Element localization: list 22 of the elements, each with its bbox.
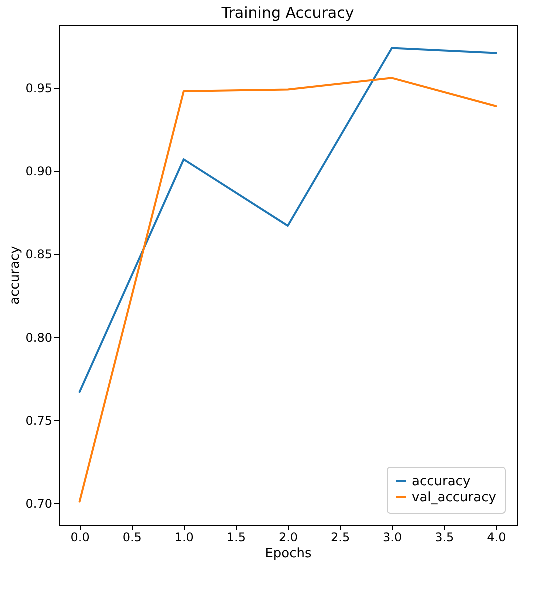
y-tick-label: 0.85 (26, 248, 52, 262)
chart-title: Training Accuracy (220, 4, 354, 22)
y-tick-label: 0.90 (26, 164, 52, 179)
x-tick-label: 2.5 (331, 530, 350, 544)
y-axis-title: accuracy (8, 246, 23, 305)
x-tick-label: 1.0 (174, 530, 194, 544)
x-tick-label: 3.0 (383, 530, 402, 544)
x-axis-title: Epochs (265, 546, 312, 562)
y-tick-label: 0.80 (26, 330, 52, 345)
x-tick-label: 0.5 (122, 530, 142, 544)
line-series (78, 47, 498, 394)
x-tick-label: 0.0 (70, 530, 90, 544)
y-tick-label: 0.70 (26, 496, 52, 511)
legend-label: val_accuracy (412, 490, 497, 506)
y-tick-label: 0.75 (26, 414, 52, 428)
legend-label: accuracy (412, 474, 471, 490)
x-tick-label: 4.0 (487, 530, 506, 544)
line-series (78, 77, 498, 503)
x-tick-label: 3.5 (435, 530, 454, 544)
x-tick-label: 1.5 (226, 530, 246, 544)
x-tick-label: 2.0 (278, 530, 298, 544)
y-tick-label: 0.95 (26, 82, 52, 96)
